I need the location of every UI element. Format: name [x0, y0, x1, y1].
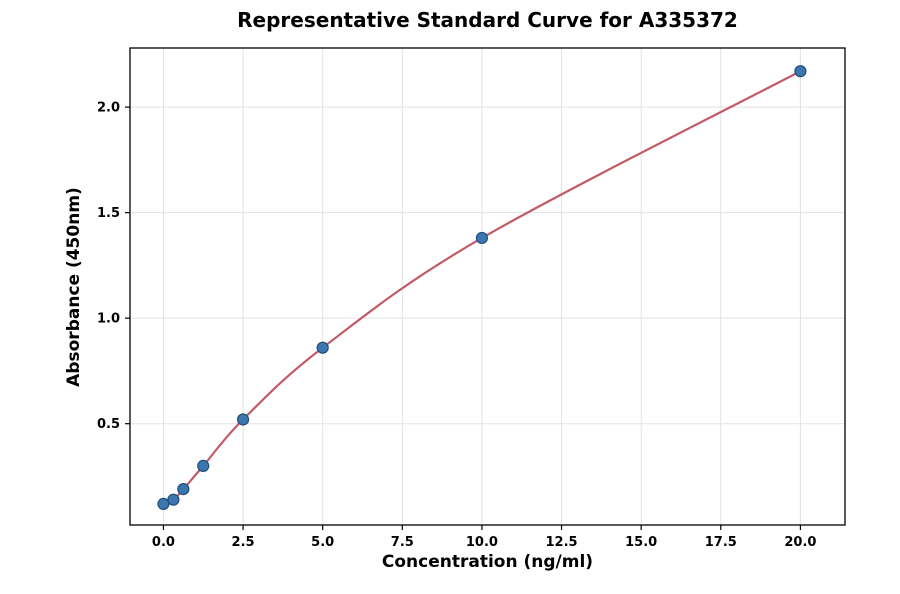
x-tick-label: 15.0 [625, 535, 657, 550]
y-tick-label: 1.0 [97, 312, 120, 327]
chart-title: Representative Standard Curve for A33537… [237, 8, 738, 32]
plot-frame [129, 47, 846, 526]
x-tick-label: 12.5 [546, 535, 578, 550]
y-tick-label: 2.0 [97, 101, 120, 116]
x-tick-label: 10.0 [466, 535, 498, 550]
data-point [236, 413, 250, 426]
y-tick-label: 1.5 [97, 206, 120, 221]
y-axis-label: Absorbance (450nm) [64, 187, 84, 387]
data-point [475, 231, 489, 245]
x-tick-label: 17.5 [705, 535, 737, 550]
x-tick-label: 20.0 [784, 535, 816, 550]
data-point [177, 483, 190, 496]
data-point [316, 341, 329, 354]
data-point [794, 65, 807, 78]
data-point [157, 497, 170, 510]
x-tick-label: 5.0 [311, 535, 334, 550]
x-axis-label: Concentration (ng/ml) [381, 552, 594, 572]
data-point [167, 493, 180, 506]
y-tick-label: 0.5 [97, 417, 120, 432]
x-tick-label: 7.5 [391, 535, 414, 550]
data-point [197, 459, 210, 472]
x-tick-label: 2.5 [232, 535, 255, 550]
x-tick-label: 0.0 [152, 535, 175, 550]
